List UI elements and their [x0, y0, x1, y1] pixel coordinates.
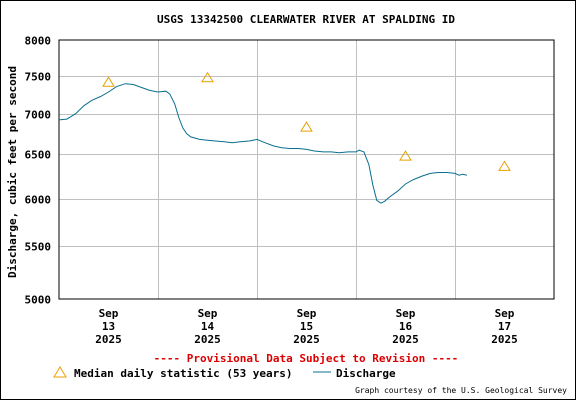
x-tick-year: 2025: [95, 333, 122, 346]
legend-median-label: Median daily statistic (53 years): [74, 367, 293, 380]
x-tick-month: Sep: [198, 307, 218, 320]
x-tick-day: 17: [498, 320, 511, 333]
median-marker: [201, 71, 214, 83]
y-tick-label: 5500: [25, 241, 52, 254]
credit-text: Graph courtesy of the U.S. Geological Su…: [355, 386, 567, 395]
x-tick-day: 16: [399, 320, 413, 333]
chart-title: USGS 13342500 CLEARWATER RIVER AT SPALDI…: [157, 13, 455, 26]
grid-lines: [59, 40, 554, 299]
median-marker: [498, 160, 511, 171]
x-tick-year: 2025: [491, 333, 518, 346]
y-tick-label: 7000: [25, 109, 52, 122]
y-tick-label: 7500: [25, 71, 52, 84]
discharge-line: [58, 83, 468, 204]
median-marker: [300, 121, 313, 132]
y-tick-label: 6500: [25, 149, 52, 162]
median-marker: [102, 76, 115, 87]
x-tick-day: 15: [300, 320, 313, 333]
y-tick-label: 6000: [25, 194, 52, 207]
x-tick-month: Sep: [396, 307, 416, 320]
x-tick-month: Sep: [297, 307, 317, 320]
x-tick-year: 2025: [293, 333, 320, 346]
x-tick-day: 13: [102, 320, 115, 333]
provisional-notice: ---- Provisional Data Subject to Revisio…: [154, 352, 459, 365]
y-tick-label: 5000: [25, 294, 52, 307]
x-axis-tick-labels: Sep132025Sep142025Sep152025Sep162025Sep1…: [95, 307, 518, 346]
median-marker: [399, 150, 412, 161]
y-axis-label: Discharge, cubic feet per second: [6, 66, 19, 278]
x-tick-month: Sep: [495, 307, 515, 320]
plot-area-border: [58, 39, 555, 300]
y-axis-tick-labels: 5000 5500 6000 6500 7000 7500 8000: [25, 35, 52, 307]
legend: Median daily statistic (53 years) Discha…: [53, 366, 396, 380]
x-tick-month: Sep: [99, 307, 119, 320]
x-tick-year: 2025: [194, 333, 221, 346]
legend-median-marker: [53, 366, 67, 378]
x-tick-year: 2025: [392, 333, 419, 346]
data-series: [58, 71, 511, 204]
y-tick-label: 8000: [25, 35, 52, 48]
x-tick-day: 14: [201, 320, 215, 333]
legend-discharge-label: Discharge: [336, 367, 396, 380]
